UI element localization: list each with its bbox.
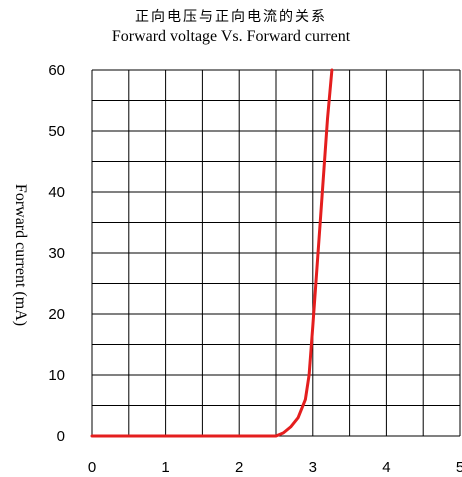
y-tick-label: 10 — [48, 367, 65, 384]
x-tick-label: 5 — [456, 459, 462, 476]
y-tick-label: 40 — [48, 184, 65, 201]
chart-subtitle: Forward voltage Vs. Forward current — [111, 28, 351, 45]
x-tick-label: 3 — [309, 459, 317, 476]
y-tick-labels: 0 10 20 30 40 50 60 — [48, 62, 65, 445]
x-tick-label: 0 — [88, 459, 96, 476]
series-line-forward-current — [90, 68, 334, 438]
y-tick-label: 30 — [48, 245, 65, 262]
y-tick-label: 50 — [48, 123, 65, 140]
x-tick-label: 2 — [235, 459, 243, 476]
series-group — [90, 68, 334, 438]
chart-title: 正向电压与正向电流的关系 — [135, 9, 327, 25]
x-tick-labels: 0 1 2 3 4 5 — [88, 459, 462, 476]
x-tick-label: 4 — [382, 459, 390, 476]
y-tick-label: 0 — [57, 428, 65, 445]
grid — [91, 69, 461, 437]
y-tick-label: 20 — [48, 306, 65, 323]
y-tick-label: 60 — [48, 62, 65, 79]
x-tick-label: 1 — [161, 459, 169, 476]
